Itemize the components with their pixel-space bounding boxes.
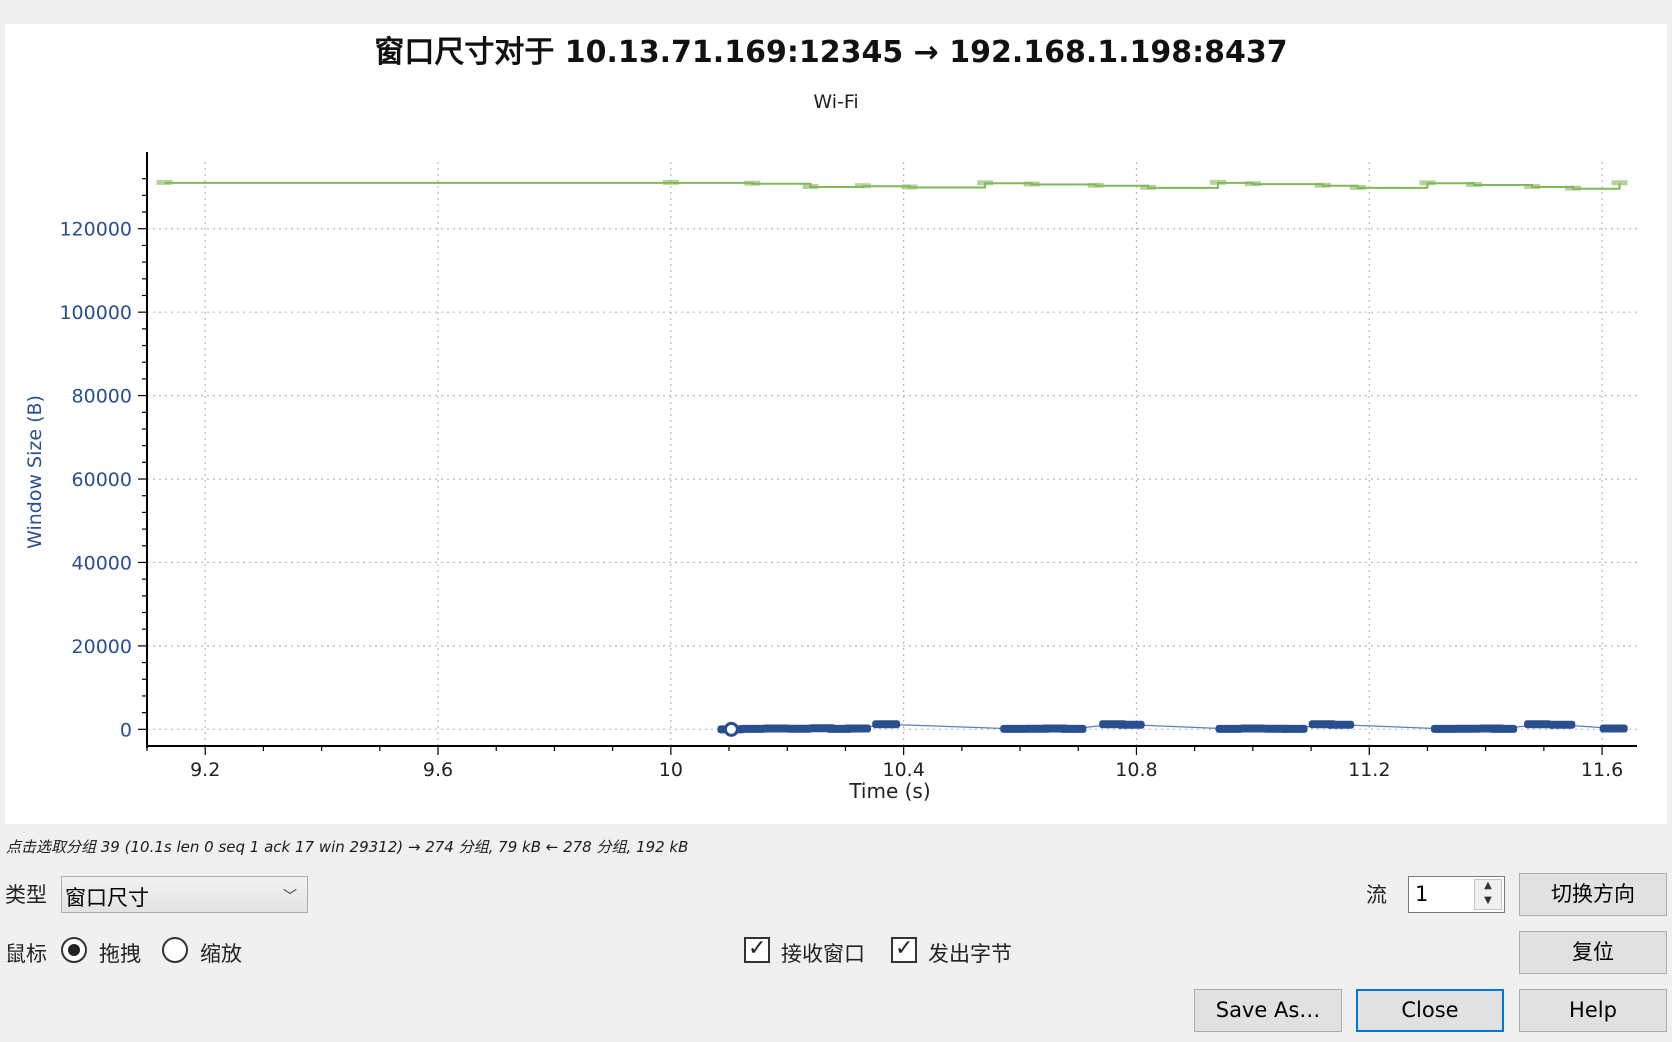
x-tick-label: 11.6: [1581, 759, 1623, 781]
x-tick-label: 10: [659, 759, 683, 781]
chart-subtitle: Wi-Fi: [813, 91, 858, 113]
checkmark-icon: ✓: [895, 936, 914, 961]
checkmark-icon: ✓: [748, 936, 767, 961]
receive-window-point: [1314, 182, 1331, 188]
graph-type-value: 窗口尺寸: [65, 886, 149, 910]
receive-window-point: [1349, 184, 1366, 190]
zoom-radio[interactable]: [162, 937, 188, 963]
reset-button[interactable]: 复位: [1519, 931, 1667, 974]
bytes-out-point: [1524, 720, 1553, 729]
bytes-out-point: [761, 724, 790, 733]
close-button[interactable]: Close: [1356, 989, 1504, 1032]
axes: [138, 152, 1637, 755]
drag-radio[interactable]: [61, 937, 87, 963]
bytes-out-checkbox[interactable]: ✓: [891, 936, 917, 963]
receive-window-point: [156, 179, 173, 185]
x-tick-label: 10.8: [1115, 759, 1157, 781]
switch-direction-button[interactable]: 切换方向: [1519, 873, 1667, 916]
stream-label: 流: [1366, 883, 1387, 907]
bytes-out-point: [872, 720, 901, 729]
x-tick-label: 10.4: [882, 759, 924, 781]
receive-window-point: [854, 183, 871, 189]
zoom-label[interactable]: 缩放: [200, 942, 242, 966]
x-tick-label: 9.6: [423, 759, 453, 781]
y-tick-label: 20000: [72, 636, 132, 658]
bytes-out-point: [1279, 724, 1308, 733]
bytes-out-label[interactable]: 发出字节: [928, 942, 1012, 966]
bytes-out-point: [1116, 720, 1145, 729]
bytes-out-point: [1000, 724, 1029, 733]
graph-panel[interactable]: 窗口尺寸对于 10.13.71.169:12345 → 192.168.1.19…: [5, 24, 1667, 824]
bytes-out-point: [1215, 724, 1244, 733]
grid-lines: [147, 162, 1637, 746]
radio-selected-dot: [68, 944, 80, 956]
bytes-out-point: [1238, 724, 1267, 733]
x-tick-label: 9.2: [190, 759, 220, 781]
receive-window-point: [977, 180, 994, 186]
chevron-down-icon: ﹀: [283, 889, 297, 905]
x-tick-label: 11.2: [1348, 759, 1390, 781]
graph-type-combobox[interactable]: 窗口尺寸 ﹀: [61, 876, 308, 913]
receive-window-checkbox[interactable]: ✓: [744, 936, 770, 963]
tick-labels: 9.2 9.6 10 10.4 10.8 11.2 11.6 0 20000 40000 60000…: [59, 219, 1623, 781]
series-layer: [156, 179, 1628, 737]
receive-window-point: [1524, 184, 1541, 190]
bytes-out-point: [1599, 724, 1628, 733]
receive-window-label[interactable]: 接收窗口: [781, 942, 865, 966]
bytes-out-point: [1430, 724, 1459, 733]
bytes-out-point: [1489, 724, 1518, 733]
y-axis-label: Window Size (B): [24, 395, 46, 549]
receive-window-point: [1087, 182, 1104, 188]
bytes-out-point: [1547, 720, 1576, 729]
bytes-out-point: [1058, 724, 1087, 733]
bytes-out-point: [843, 724, 872, 733]
y-tick-label: 0: [120, 719, 132, 741]
window-size-chart[interactable]: 窗口尺寸对于 10.13.71.169:12345 → 192.168.1.19…: [5, 24, 1667, 824]
spin-down-icon[interactable]: ▼: [1484, 895, 1492, 906]
save-as-button[interactable]: Save As…: [1194, 989, 1342, 1032]
bytes-out-point: [1326, 720, 1355, 729]
receive-window-line: [164, 181, 1621, 190]
spin-up-icon[interactable]: ▲: [1484, 880, 1492, 891]
bytes-out-point: [784, 724, 813, 733]
receive-window-point: [744, 180, 761, 186]
receive-window-point: [1023, 181, 1040, 187]
receive-window-point: [1209, 179, 1226, 185]
y-tick-label: 80000: [72, 386, 132, 408]
type-label: 类型: [5, 883, 47, 907]
bytes-out-point: [738, 724, 767, 733]
receive-window-point: [1244, 181, 1261, 187]
receive-window-point: [1140, 184, 1157, 190]
receive-window-point: [802, 184, 819, 190]
y-tick-label: 40000: [72, 552, 132, 574]
selected-packet-marker: [723, 721, 739, 737]
stream-spinbox[interactable]: 1 ▲ ▼: [1408, 876, 1505, 913]
receive-window-point: [901, 184, 918, 190]
receive-window-point: [1611, 180, 1628, 186]
receive-window-point: [1564, 185, 1581, 191]
x-axis-label: Time (s): [848, 779, 930, 803]
mouse-label: 鼠标: [5, 942, 47, 966]
bytes-out-point: [1454, 724, 1483, 733]
status-hint: 点击选取分组 39 (10.1s len 0 seq 1 ack 17 win …: [6, 838, 689, 856]
y-tick-label: 120000: [59, 219, 132, 241]
chart-title: 窗口尺寸对于 10.13.71.169:12345 → 192.168.1.19…: [374, 35, 1287, 70]
y-tick-label: 60000: [72, 469, 132, 491]
receive-window-point: [1419, 180, 1436, 186]
y-tick-label: 100000: [59, 302, 132, 324]
stream-value: 1: [1415, 882, 1429, 906]
spin-buttons: ▲ ▼: [1474, 879, 1502, 910]
receive-window-point: [1466, 181, 1483, 187]
help-button[interactable]: Help: [1519, 989, 1667, 1032]
receive-window-point: [662, 179, 679, 185]
drag-label[interactable]: 拖拽: [99, 942, 141, 966]
